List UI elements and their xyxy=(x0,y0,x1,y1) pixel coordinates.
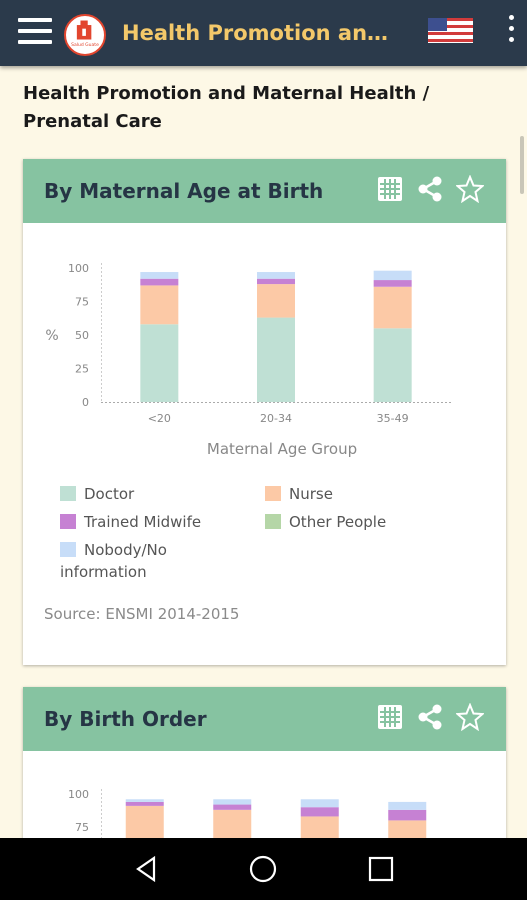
table-icon[interactable] xyxy=(376,703,404,731)
bar-segment-nobody-no-information xyxy=(388,801,427,810)
legend-swatch xyxy=(60,486,76,501)
legend-swatch xyxy=(60,514,76,529)
chart-card-maternal-age: By Maternal Age at Birth 0 25 50 75 100 <20 20… xyxy=(23,159,506,665)
legend-swatch xyxy=(265,486,281,501)
source-note: Source: ENSMI 2014-2015 xyxy=(44,605,240,623)
bar-segment-nobody-no-information xyxy=(213,799,252,805)
bar-segment-nobody-no-information xyxy=(125,799,164,802)
y-axis-title: % xyxy=(45,328,58,344)
x-tick-label: <20 xyxy=(148,412,171,425)
legend-label: Nobody/No information xyxy=(60,541,167,581)
star-icon[interactable] xyxy=(456,175,484,203)
card-title: By Birth Order xyxy=(44,707,207,731)
system-nav-bar xyxy=(0,838,527,900)
legend-swatch xyxy=(265,514,281,529)
back-icon[interactable] xyxy=(132,854,162,884)
legend-item-other-people: Other People xyxy=(265,511,386,533)
card-header: By Birth Order xyxy=(23,687,506,751)
bar-segment-trained-midwife xyxy=(213,804,252,810)
recents-icon[interactable] xyxy=(366,854,396,884)
legend-label: Nurse xyxy=(289,485,333,503)
bar-segment-trained-midwife xyxy=(300,807,339,817)
table-icon[interactable] xyxy=(376,175,404,203)
bar-segment-doctor xyxy=(373,328,412,402)
app-logo: Salud Guate xyxy=(64,14,106,56)
bar-segment-nurse xyxy=(140,285,179,325)
bar-segment-nobody-no-information xyxy=(300,799,339,808)
y-tick-label: 100 xyxy=(68,788,89,801)
page-heading: Health Promotion and Maternal Health / P… xyxy=(23,83,430,132)
y-tick-label: 0 xyxy=(82,396,89,409)
card-header: By Maternal Age at Birth xyxy=(23,159,506,223)
app-title: Health Promotion and Maternal Health / P… xyxy=(122,21,397,45)
bar-segment-trained-midwife xyxy=(125,801,164,806)
bar-segment-doctor xyxy=(140,324,179,402)
legend-label: Other People xyxy=(289,513,387,531)
logo-text: Salud Guate xyxy=(71,42,99,48)
y-tick-label: 75 xyxy=(75,296,89,309)
y-tick-label: 25 xyxy=(75,363,89,376)
bar-segment-trained-midwife xyxy=(140,278,179,286)
legend-item-nobody: Nobody/No information xyxy=(60,539,210,583)
x-tick-label: 35-49 xyxy=(377,412,409,425)
stacked-bar-chart: 0 25 50 75 100 <20 20-34 35-49% Maternal Age Gro… xyxy=(45,262,451,458)
legend-item-trained-midwife: Trained Midwife xyxy=(60,511,201,533)
star-icon[interactable] xyxy=(456,703,484,731)
scrollbar[interactable] xyxy=(520,136,524,194)
x-axis-title: Maternal Age Group xyxy=(207,440,357,458)
us-flag-icon[interactable] xyxy=(428,18,473,43)
bar-segment-trained-midwife xyxy=(373,280,412,287)
bar-segment-trained-midwife xyxy=(257,278,295,285)
legend-item-nurse: Nurse xyxy=(265,483,333,505)
share-icon[interactable] xyxy=(416,175,444,203)
more-options-icon[interactable] xyxy=(506,15,516,49)
x-tick-label: 20-34 xyxy=(260,412,292,425)
bar-segment-nurse xyxy=(125,805,164,845)
legend-swatch xyxy=(60,542,76,557)
legend-label: Doctor xyxy=(84,485,135,503)
home-icon[interactable] xyxy=(248,854,278,884)
share-icon[interactable] xyxy=(416,703,444,731)
y-tick-label: 75 xyxy=(75,821,89,834)
card-title: By Maternal Age at Birth xyxy=(44,179,324,203)
menu-icon[interactable] xyxy=(18,18,52,46)
bar-segment-nobody-no-information xyxy=(373,270,412,281)
app-bar: Salud Guate Health Promotion and Materna… xyxy=(0,0,527,66)
bar-segment-nobody-no-information xyxy=(257,272,295,279)
y-tick-label: 50 xyxy=(75,329,89,342)
bar-segment-nobody-no-information xyxy=(140,272,179,279)
legend-item-doctor: Doctor xyxy=(60,483,134,505)
bar-segment-doctor xyxy=(257,317,295,402)
legend-label: Trained Midwife xyxy=(84,513,202,531)
bar-segment-nurse xyxy=(257,284,295,318)
y-tick-label: 100 xyxy=(68,262,89,275)
bar-segment-nurse xyxy=(373,286,412,329)
bar-segment-trained-midwife xyxy=(388,809,427,821)
